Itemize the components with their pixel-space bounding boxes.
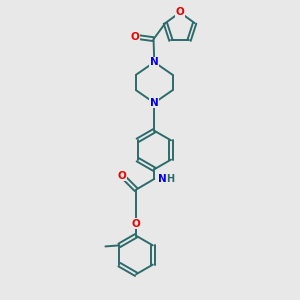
Text: N: N [158,174,167,184]
Text: N: N [150,98,159,108]
Text: N: N [150,57,159,67]
Text: O: O [132,219,140,229]
Text: O: O [130,32,139,42]
Text: H: H [166,174,174,184]
Text: O: O [118,171,127,181]
Text: O: O [176,8,184,17]
